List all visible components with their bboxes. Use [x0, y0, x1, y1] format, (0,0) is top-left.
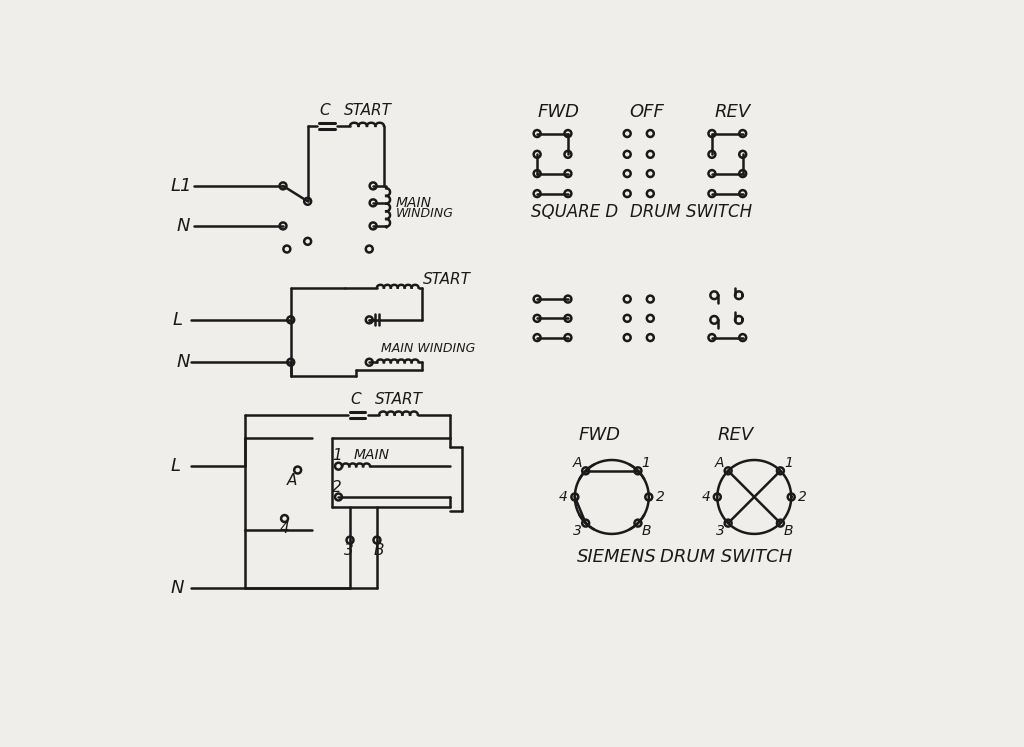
Text: REV: REV	[714, 103, 751, 121]
Text: 1: 1	[332, 448, 342, 463]
Text: L1: L1	[171, 177, 193, 195]
Text: 2: 2	[799, 490, 807, 504]
Text: 2: 2	[656, 490, 665, 504]
Text: SIEMENS: SIEMENS	[578, 548, 657, 566]
Text: 1: 1	[642, 456, 650, 470]
Text: MAIN: MAIN	[395, 196, 431, 210]
Text: MAIN: MAIN	[354, 448, 390, 462]
Text: B: B	[783, 524, 794, 539]
Text: 3: 3	[344, 543, 353, 558]
Text: N: N	[177, 353, 190, 371]
Text: L: L	[173, 311, 183, 329]
Text: N: N	[171, 579, 184, 597]
Text: 3: 3	[573, 524, 582, 539]
Text: MAIN WINDING: MAIN WINDING	[381, 342, 475, 355]
Text: A: A	[287, 473, 297, 488]
Text: WINDING: WINDING	[395, 207, 454, 220]
Text: START: START	[375, 391, 423, 406]
Text: DRUM SWITCH: DRUM SWITCH	[630, 203, 752, 221]
Text: 3: 3	[716, 524, 724, 539]
Text: OFF: OFF	[630, 103, 665, 121]
Text: START: START	[423, 273, 471, 288]
Text: A: A	[572, 456, 583, 470]
Text: 1: 1	[784, 456, 793, 470]
Text: L: L	[171, 457, 180, 475]
Text: A: A	[715, 456, 725, 470]
Text: N: N	[177, 217, 190, 235]
Text: 4: 4	[559, 490, 567, 504]
Text: B: B	[641, 524, 651, 539]
Text: C: C	[350, 391, 360, 406]
Text: FWD: FWD	[538, 103, 580, 121]
Text: FWD: FWD	[579, 427, 621, 444]
Text: DRUM SWITCH: DRUM SWITCH	[660, 548, 793, 566]
Text: 4: 4	[701, 490, 711, 504]
Text: START: START	[344, 103, 392, 118]
Text: 2: 2	[332, 480, 342, 495]
Text: B: B	[374, 543, 384, 558]
Text: 4: 4	[280, 521, 290, 536]
Text: REV: REV	[717, 427, 754, 444]
Text: C: C	[319, 103, 330, 118]
Text: SQUARE D: SQUARE D	[531, 203, 618, 221]
